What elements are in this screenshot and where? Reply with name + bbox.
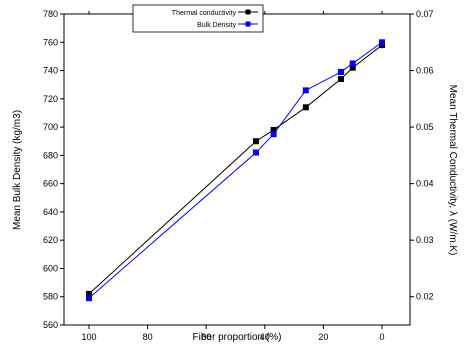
y-right-tick-label: 0.02 [416, 292, 434, 302]
data-point-marker [302, 87, 309, 94]
data-point-marker [270, 131, 277, 138]
y-axis-left-title: Mean Bulk Density (kg/m3) [12, 110, 23, 230]
y-right-tick-label: 0.04 [416, 179, 434, 189]
legend-swatch-marker [245, 21, 251, 27]
legend-label: Thermal conductivity [172, 10, 237, 17]
ticks-layer: 0 20 40 60 80 100 560 580 600 620 640 660 680 700 720 7… [43, 9, 434, 342]
y-left-tick-label: 620 [43, 235, 58, 245]
series-line-0 [88, 44, 383, 295]
x-tick-label: 100 [81, 332, 96, 342]
x-tick-label: 80 [143, 332, 153, 342]
y-right-tick-label: 0.06 [416, 66, 434, 76]
data-point-marker [349, 60, 356, 67]
data-point-marker [253, 138, 260, 145]
legend-swatch-marker [245, 9, 251, 15]
data-point-marker [379, 39, 385, 46]
y-left-tick-label: 760 [43, 37, 58, 47]
x-axis-title: Fiber proportion (%) [193, 332, 282, 343]
data-point-marker [86, 290, 92, 297]
y-right-tick-label: 0.07 [416, 9, 434, 19]
y-left-tick-label: 640 [43, 207, 58, 217]
y-left-tick-label: 560 [43, 320, 58, 330]
legend: Thermal conductivity Bulk Density [132, 4, 264, 33]
data-point-marker [253, 149, 260, 156]
x-tick-label: 0 [379, 332, 384, 342]
legend-item-bulk-density: Bulk Density [197, 21, 258, 29]
y-left-tick-label: 680 [43, 150, 58, 160]
x-tick-label: 40 [260, 332, 270, 342]
data-point-marker [337, 76, 344, 83]
y-axis-right-title: Mean Thermal Conductivity, λ (W/m.K) [447, 85, 458, 256]
data-point-marker [302, 104, 309, 111]
y-right-tick-label: 0.03 [416, 235, 434, 245]
x-tick-label: 20 [318, 332, 328, 342]
y-left-tick-label: 740 [43, 66, 58, 76]
data-point-marker [270, 126, 277, 133]
legend-box [132, 4, 264, 33]
legend-label: Bulk Density [197, 22, 236, 29]
data-point-marker [337, 68, 344, 75]
data-point-marker [349, 64, 356, 71]
y-left-tick-label: 580 [43, 292, 58, 302]
y-left-tick-label: 720 [43, 94, 58, 104]
y-left-tick-label: 700 [43, 122, 58, 132]
y-left-tick-label: 780 [43, 9, 58, 19]
legend-item-thermal-conductivity: Thermal conductivity [172, 9, 258, 17]
series-markers [86, 39, 385, 302]
y-left-tick-label: 600 [43, 263, 58, 273]
y-left-tick-label: 660 [43, 179, 58, 189]
data-point-marker [86, 295, 92, 302]
y-right-tick-label: 0.05 [416, 122, 434, 132]
x-tick-label: 60 [201, 332, 211, 342]
